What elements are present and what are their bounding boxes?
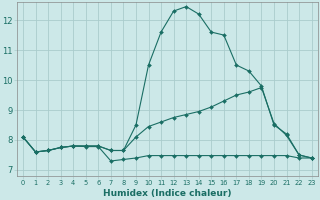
- X-axis label: Humidex (Indice chaleur): Humidex (Indice chaleur): [103, 189, 232, 198]
